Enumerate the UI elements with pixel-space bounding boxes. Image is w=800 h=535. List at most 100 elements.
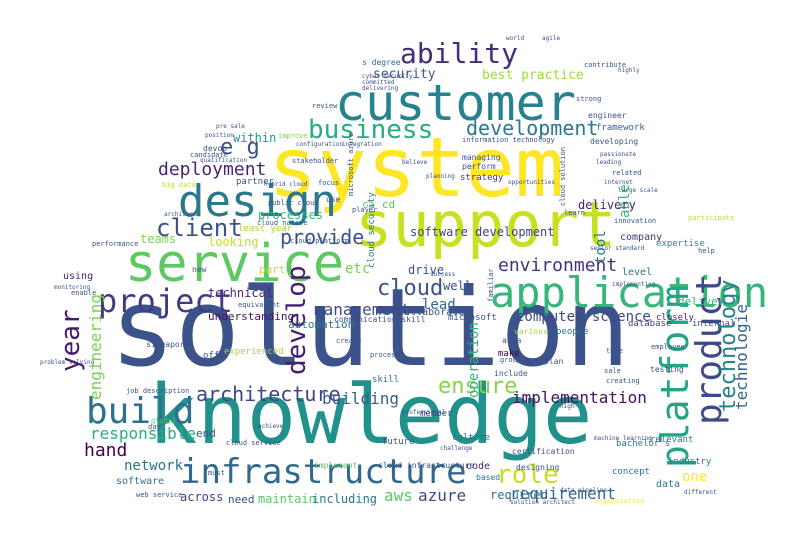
word-people: people <box>556 327 589 337</box>
word-create: create <box>336 337 362 345</box>
word-industry: industry <box>668 457 712 467</box>
word-development: development <box>466 116 599 140</box>
word-highly: highly <box>618 67 640 74</box>
word-large-scale: large scale <box>618 187 658 194</box>
word-implement: implement <box>314 461 358 470</box>
word-global: global <box>151 417 177 425</box>
word-technical: technical <box>208 286 274 300</box>
word-partner: partner <box>236 177 274 187</box>
word-success: success <box>430 271 456 278</box>
word-candidate: candidate <box>190 151 228 159</box>
word-based: based <box>476 473 501 482</box>
word-collaborate: collaborate <box>398 307 465 318</box>
word-architect: architect <box>164 211 197 218</box>
word-building: building <box>322 389 400 408</box>
word-solution-architect: solution architect <box>510 499 576 506</box>
word-player: player <box>352 206 378 214</box>
word-network: network <box>124 458 184 474</box>
word-communication-skill: communication skill <box>334 315 426 324</box>
word-contribute: contribute <box>584 61 627 69</box>
word-code: code <box>466 461 491 472</box>
word-operation: operation <box>466 322 482 398</box>
word-world: world <box>506 35 525 42</box>
word-challenge: challenge <box>440 445 473 452</box>
word-environment: environment <box>498 255 618 276</box>
word-engineering: engineering <box>86 294 105 400</box>
word-strategy: strategy <box>460 173 504 183</box>
word-participate: participate <box>688 214 735 222</box>
word-cloud-infrastructure: cloud infrastructure <box>378 461 475 470</box>
word-believe: believe <box>402 159 428 166</box>
word-end: end <box>196 427 216 440</box>
word-web-service: web service <box>136 491 183 499</box>
word-public-cloud: public cloud <box>268 199 319 207</box>
word-cloud-platform: cloud platform <box>290 237 350 245</box>
word-employee: employee <box>651 343 685 351</box>
word-etc: etc <box>345 261 371 277</box>
word-teams: teams <box>140 232 177 246</box>
word-support: support <box>355 188 617 261</box>
word-cloud-service: cloud service <box>226 439 281 447</box>
word-culture: culture <box>452 433 490 443</box>
word-responsible: responsible <box>90 424 196 443</box>
word-high: high <box>560 403 575 410</box>
word-designing: designing <box>516 463 560 472</box>
word-company: company <box>620 232 663 243</box>
word-problem-solving: problem solving <box>40 359 95 366</box>
word-integration: integration <box>342 141 382 148</box>
word-within: within <box>233 131 277 145</box>
word-ensure: ensure <box>438 374 518 399</box>
word-deliver: deliver <box>678 295 725 308</box>
word-monitoring: monitoring <box>54 284 91 291</box>
word-information-technology: information technology <box>462 136 555 144</box>
word-requirement: requirement <box>510 484 616 503</box>
word-solution: solution <box>110 266 631 391</box>
word-qualification: qualification <box>200 157 247 164</box>
word-management: management <box>314 300 411 319</box>
word-microsoft: microsoft <box>448 313 497 323</box>
word-role: role <box>496 460 559 490</box>
word-software-development: software development <box>410 225 555 239</box>
word-devop: devop <box>203 144 228 153</box>
word-level: level <box>622 267 653 278</box>
word-data: data <box>656 479 681 490</box>
word-expertise: expertise <box>656 239 705 249</box>
word-application: application <box>490 268 769 317</box>
word-build: build <box>86 391 195 432</box>
word-cloud-native: cloud native <box>257 219 308 227</box>
word-offer: offer <box>203 351 231 361</box>
word-concept: concept <box>612 467 650 477</box>
word-equivalent: equivalent <box>238 301 281 309</box>
word-part: part <box>259 263 286 276</box>
word-aws: aws <box>384 486 413 505</box>
word-agile: agile <box>542 35 561 42</box>
word-delivering: delivering <box>362 85 399 92</box>
word-take: take <box>606 347 623 355</box>
word-related: related <box>612 169 642 177</box>
word-value: value <box>444 357 466 365</box>
word-planning: planning <box>426 173 455 180</box>
word-software: software <box>116 476 165 487</box>
word-automation: automation <box>288 318 355 331</box>
word-implementation: implementation <box>512 388 647 407</box>
word-review: review <box>312 102 338 110</box>
word-bachelor-s: bachelor s <box>616 439 671 449</box>
word-include: include <box>494 369 528 378</box>
word-hand: hand <box>84 440 128 461</box>
word-need: need <box>228 493 255 506</box>
word-leading: leading <box>596 159 622 166</box>
word-business: business <box>308 115 434 145</box>
word-perform: perform <box>462 162 496 171</box>
word-focus: focus <box>318 179 340 187</box>
word-learn: learn <box>564 209 586 217</box>
word-processes: processes <box>258 208 324 222</box>
word-enable: enable <box>71 289 97 297</box>
word-across: across <box>180 490 224 504</box>
word-professional: professional <box>402 409 446 416</box>
word-committed: committed <box>362 79 395 86</box>
word-well: well <box>443 279 472 293</box>
word-ability: ability <box>400 37 519 70</box>
word-one: one <box>682 469 708 485</box>
word-s-degree: s degree <box>362 58 401 67</box>
